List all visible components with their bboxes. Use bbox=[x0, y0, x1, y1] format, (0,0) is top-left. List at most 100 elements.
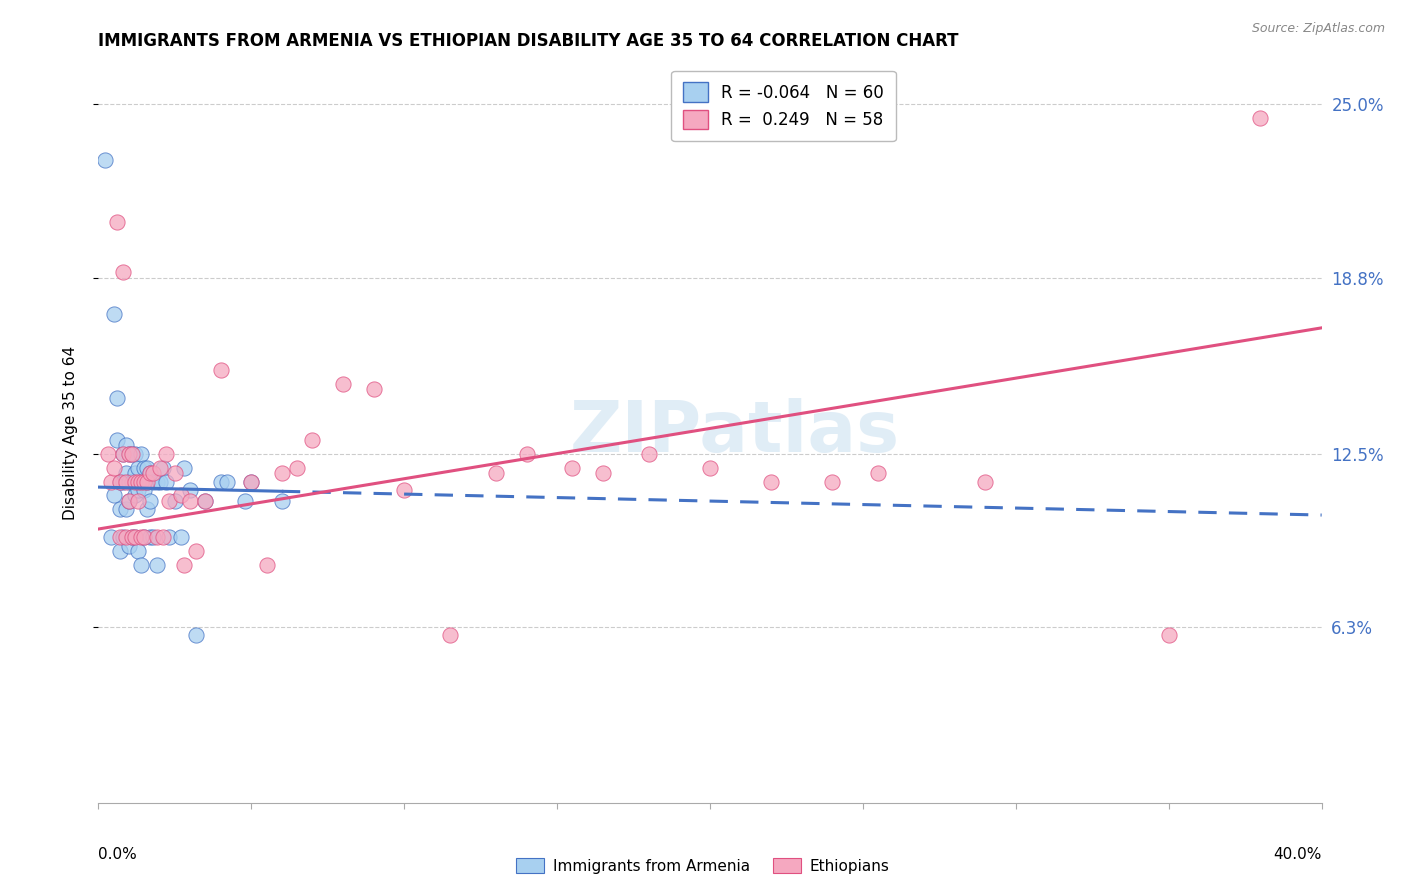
Text: 0.0%: 0.0% bbox=[98, 847, 138, 863]
Point bbox=[121, 475, 143, 489]
Point bbox=[124, 475, 146, 489]
Point bbox=[215, 475, 238, 489]
Point bbox=[149, 475, 172, 489]
Legend: R = -0.064   N = 60, R =  0.249   N = 58: R = -0.064 N = 60, R = 0.249 N = 58 bbox=[671, 70, 896, 141]
Point bbox=[118, 446, 141, 460]
Point bbox=[100, 475, 122, 489]
Point bbox=[134, 475, 156, 489]
Point bbox=[127, 494, 149, 508]
Text: ZIPatlas: ZIPatlas bbox=[569, 398, 900, 467]
Point bbox=[103, 307, 125, 321]
Point bbox=[139, 494, 162, 508]
Point bbox=[1249, 112, 1271, 126]
Y-axis label: Disability Age 35 to 64: Disability Age 35 to 64 bbox=[63, 345, 77, 520]
Point bbox=[127, 544, 149, 558]
Point bbox=[134, 530, 156, 544]
Point bbox=[108, 502, 131, 516]
Point bbox=[759, 475, 782, 489]
Point bbox=[270, 466, 292, 480]
Point bbox=[301, 433, 323, 447]
Point bbox=[139, 530, 162, 544]
Point bbox=[157, 530, 180, 544]
Point bbox=[108, 544, 131, 558]
Point bbox=[152, 460, 174, 475]
Point bbox=[115, 438, 138, 452]
Point bbox=[209, 475, 232, 489]
Point bbox=[173, 558, 195, 573]
Legend: Immigrants from Armenia, Ethiopians: Immigrants from Armenia, Ethiopians bbox=[510, 852, 896, 880]
Point bbox=[868, 466, 890, 480]
Point bbox=[118, 494, 141, 508]
Point bbox=[127, 483, 149, 497]
Point bbox=[111, 446, 134, 460]
Point bbox=[179, 494, 201, 508]
Point bbox=[108, 530, 131, 544]
Point bbox=[1157, 628, 1180, 642]
Point bbox=[118, 446, 141, 460]
Point bbox=[821, 475, 844, 489]
Point bbox=[136, 475, 159, 489]
Point bbox=[93, 153, 115, 168]
Point bbox=[240, 475, 263, 489]
Point bbox=[127, 460, 149, 475]
Point bbox=[142, 530, 165, 544]
Point bbox=[118, 475, 141, 489]
Point bbox=[124, 466, 146, 480]
Point bbox=[163, 494, 186, 508]
Point bbox=[561, 460, 583, 475]
Point bbox=[194, 494, 217, 508]
Point bbox=[103, 488, 125, 502]
Point bbox=[129, 475, 152, 489]
Point bbox=[111, 475, 134, 489]
Point bbox=[105, 433, 128, 447]
Point bbox=[108, 475, 131, 489]
Point bbox=[121, 446, 143, 460]
Point bbox=[115, 466, 138, 480]
Point bbox=[115, 502, 138, 516]
Point bbox=[170, 530, 193, 544]
Point bbox=[136, 475, 159, 489]
Point bbox=[121, 530, 143, 544]
Point bbox=[637, 446, 661, 460]
Point bbox=[118, 539, 141, 553]
Point bbox=[392, 483, 416, 497]
Point bbox=[134, 530, 156, 544]
Point bbox=[105, 391, 128, 405]
Point bbox=[170, 488, 193, 502]
Point bbox=[332, 376, 354, 391]
Point bbox=[111, 265, 134, 279]
Point bbox=[163, 466, 186, 480]
Point bbox=[592, 466, 614, 480]
Point bbox=[157, 494, 180, 508]
Point bbox=[127, 475, 149, 489]
Point bbox=[285, 460, 308, 475]
Point bbox=[233, 494, 256, 508]
Point bbox=[124, 446, 146, 460]
Text: IMMIGRANTS FROM ARMENIA VS ETHIOPIAN DISABILITY AGE 35 TO 64 CORRELATION CHART: IMMIGRANTS FROM ARMENIA VS ETHIOPIAN DIS… bbox=[98, 32, 959, 50]
Point bbox=[363, 382, 385, 396]
Text: Source: ZipAtlas.com: Source: ZipAtlas.com bbox=[1251, 22, 1385, 36]
Point bbox=[155, 475, 177, 489]
Point bbox=[105, 215, 128, 229]
Point bbox=[129, 558, 152, 573]
Point bbox=[115, 475, 138, 489]
Point bbox=[145, 558, 167, 573]
Point bbox=[209, 363, 232, 377]
Point bbox=[115, 530, 138, 544]
Point bbox=[134, 483, 156, 497]
Point bbox=[186, 544, 208, 558]
Point bbox=[121, 530, 143, 544]
Point bbox=[100, 530, 122, 544]
Point bbox=[152, 530, 174, 544]
Point bbox=[136, 460, 159, 475]
Point bbox=[173, 460, 195, 475]
Point bbox=[194, 494, 217, 508]
Point bbox=[103, 460, 125, 475]
Point bbox=[97, 446, 120, 460]
Point bbox=[129, 475, 152, 489]
Point bbox=[134, 460, 156, 475]
Point bbox=[974, 475, 997, 489]
Point bbox=[516, 446, 538, 460]
Point bbox=[142, 475, 165, 489]
Point bbox=[186, 628, 208, 642]
